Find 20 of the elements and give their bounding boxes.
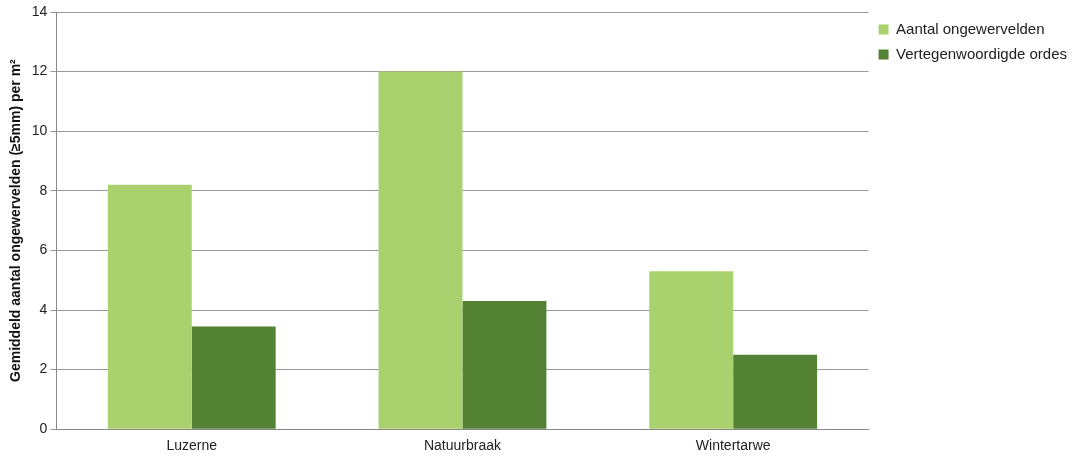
bar [733, 354, 818, 429]
y-tick-label: 12 [31, 62, 48, 79]
y-tick-label: 6 [39, 241, 48, 258]
x-tick-label: Wintertarwe [695, 437, 771, 454]
bar [191, 326, 276, 429]
legend-label: Aantal ongewervelden [896, 19, 1045, 37]
bar [462, 301, 547, 429]
x-tick-label: Luzerne [166, 437, 218, 454]
legend-label: Vertegenwoordigde ordes [896, 44, 1068, 62]
y-tick-label: 10 [31, 122, 48, 139]
y-tick-label: 14 [31, 2, 48, 19]
y-tick-label: 8 [39, 181, 48, 198]
bar [378, 71, 463, 429]
bar [649, 271, 734, 429]
y-tick-label: 2 [39, 360, 48, 377]
y-axis-title: Gemiddeld aantal ongewervelden (≥5mm) per m² [7, 58, 24, 382]
y-tick-label: 4 [39, 300, 48, 317]
bar [107, 184, 192, 429]
x-tick-label: Natuurbraak [423, 437, 502, 454]
y-tick-label: 0 [39, 420, 48, 437]
